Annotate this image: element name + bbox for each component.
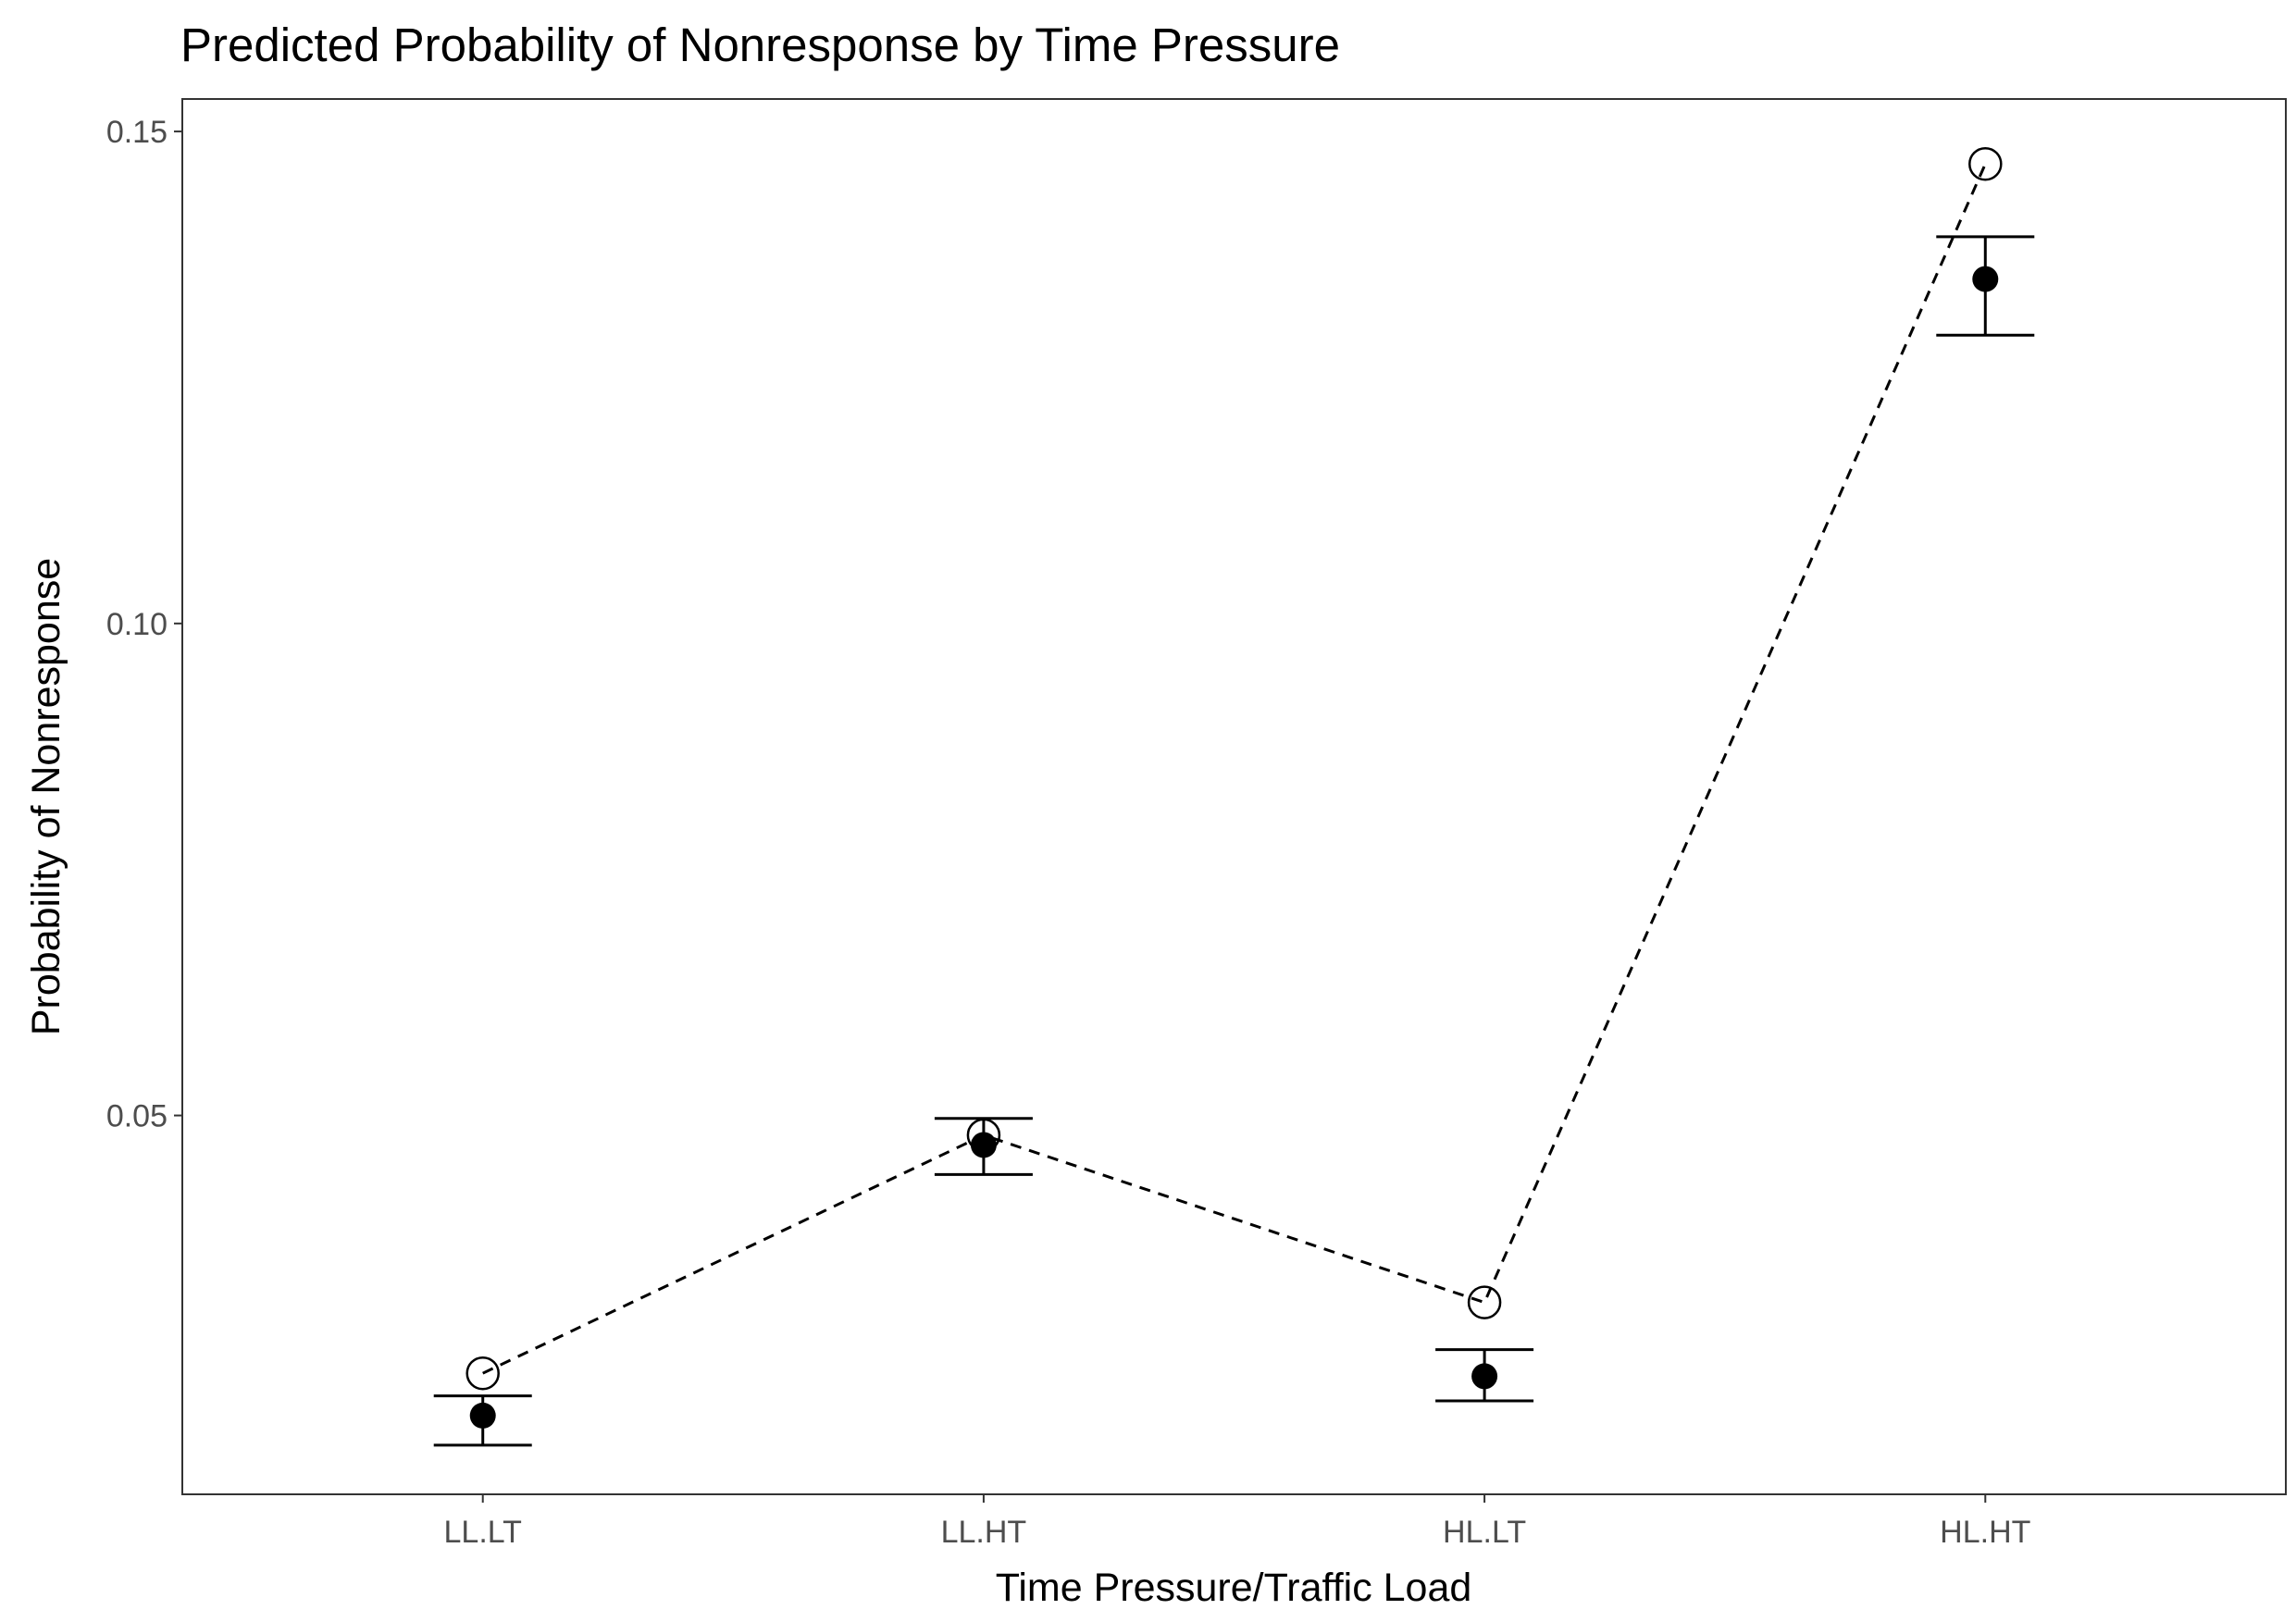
y-axis: 0.05 0.10 0.15 — [106, 115, 182, 1134]
y-tick-label: 0.05 — [106, 1099, 168, 1134]
open-point — [465, 1356, 500, 1391]
open-point — [966, 1118, 1001, 1153]
filled-point — [1471, 1363, 1498, 1390]
x-tick-label: HL.HT — [1940, 1515, 2030, 1550]
y-tick-label: 0.10 — [106, 607, 168, 642]
plot-panel — [181, 98, 2287, 1495]
filled-point — [469, 1402, 496, 1429]
y-tick-label: 0.15 — [106, 115, 168, 150]
x-axis-title: Time Pressure/Traffic Load — [996, 1566, 1472, 1610]
x-axis: LL.LT LL.HT HL.LT HL.HT — [444, 1494, 2030, 1550]
x-tick-label: LL.HT — [941, 1515, 1027, 1550]
data-marks — [433, 146, 2035, 1447]
dashed-series-line — [482, 163, 1987, 1375]
y-axis-title: Probability of Nonresponse — [24, 558, 68, 1035]
x-tick-label: LL.LT — [444, 1515, 522, 1550]
open-point — [1467, 1285, 1502, 1319]
filled-point — [1972, 266, 1999, 292]
filled-point — [970, 1132, 997, 1158]
x-tick-label: HL.LT — [1443, 1515, 1526, 1550]
chart-title: Predicted Probability of Nonresponse by … — [180, 19, 1340, 71]
open-point — [1968, 146, 2003, 181]
